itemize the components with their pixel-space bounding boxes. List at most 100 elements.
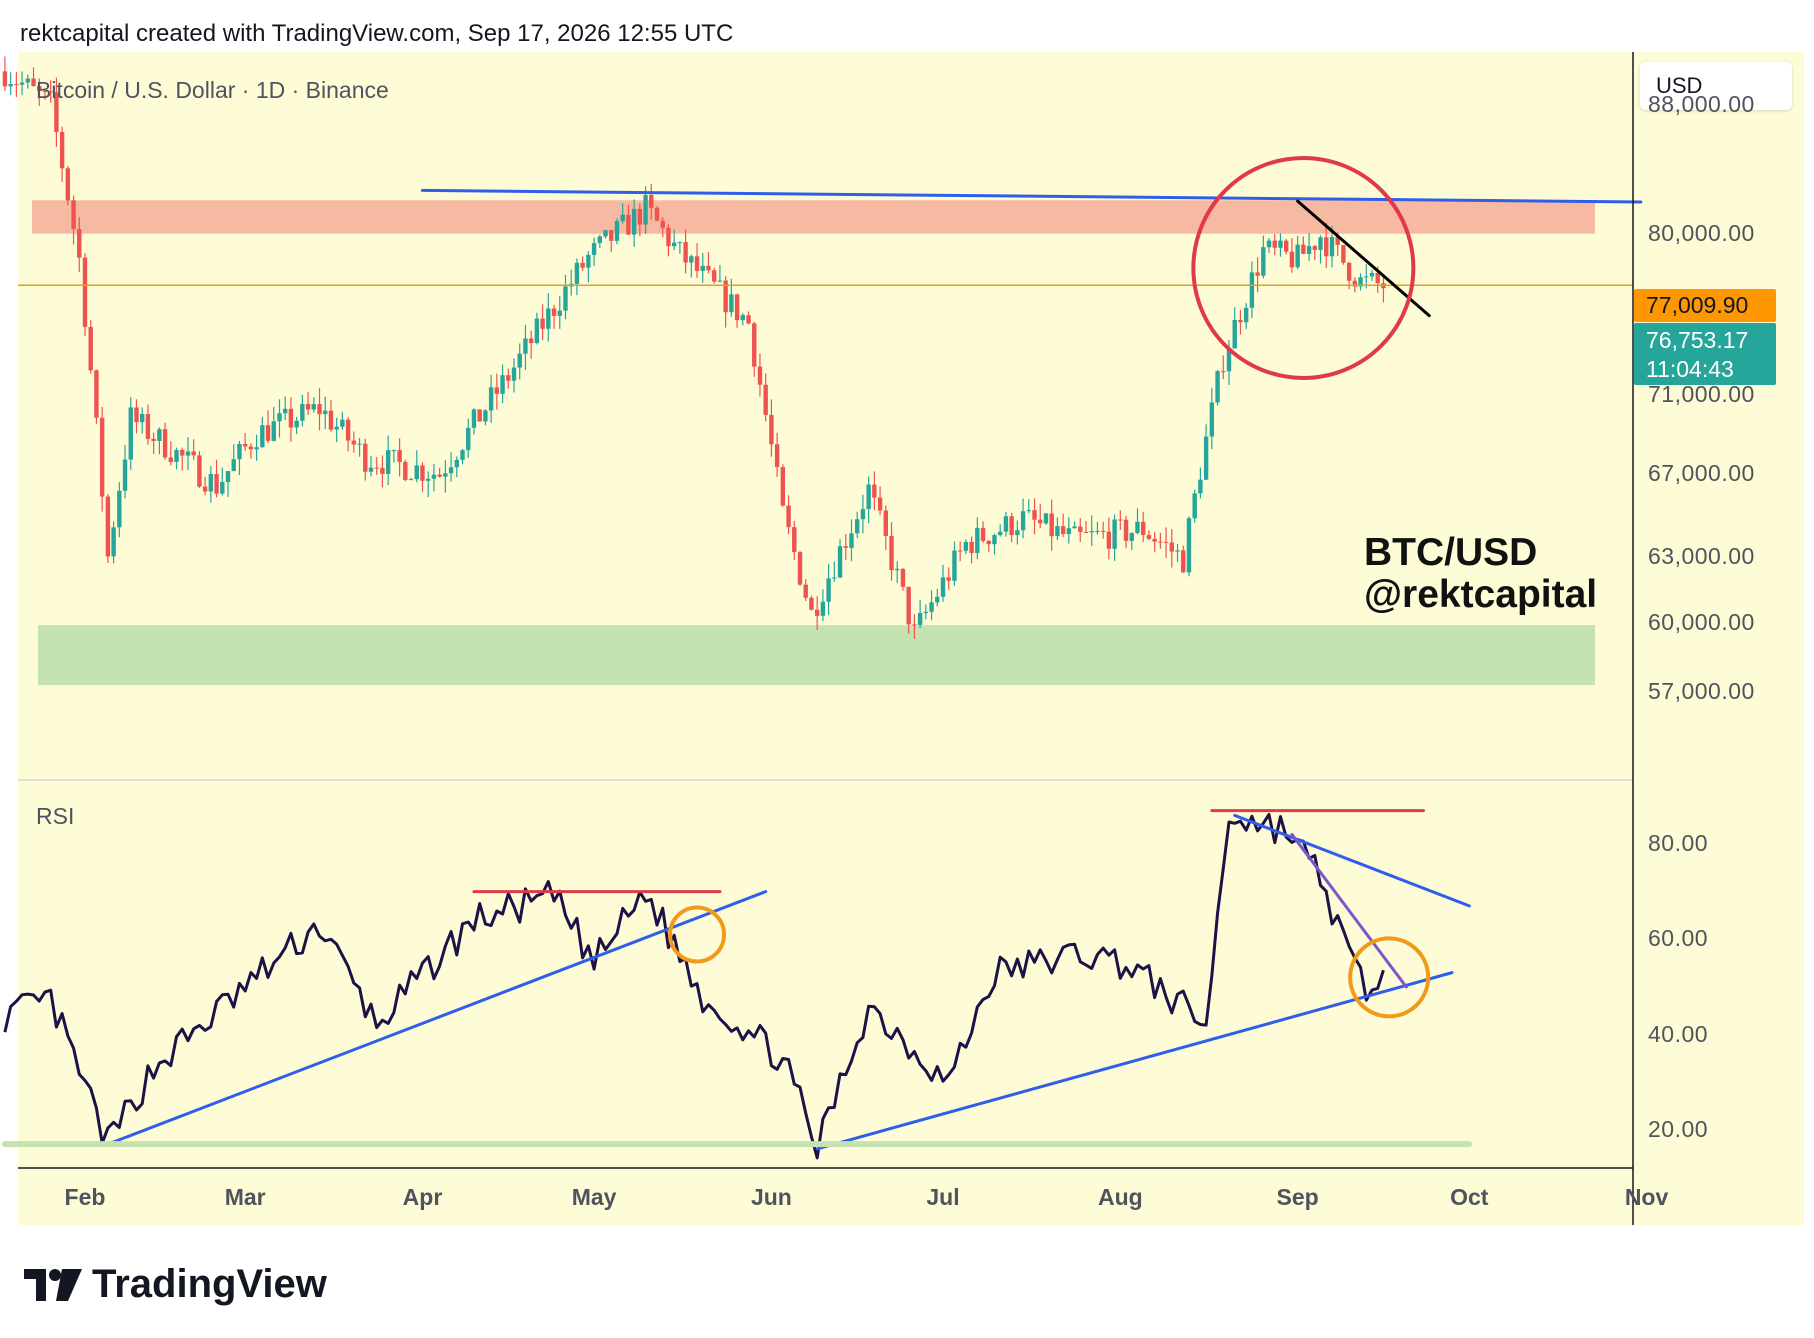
candle-body	[917, 613, 923, 625]
candle	[626, 204, 631, 235]
candle	[65, 165, 71, 206]
candle-body	[25, 78, 30, 83]
candle-body	[820, 601, 826, 616]
candle	[111, 521, 116, 564]
candle-body	[534, 318, 540, 344]
candle	[506, 368, 511, 389]
candle	[317, 388, 322, 431]
candle	[580, 256, 585, 271]
candle	[1221, 355, 1226, 380]
candle	[448, 452, 454, 482]
highlight-circle-red	[1191, 155, 1416, 380]
watermark-line1: BTC/USD	[1364, 531, 1538, 574]
candle-body	[986, 540, 991, 545]
time-tick-label: Aug	[1097, 1184, 1143, 1210]
candle	[328, 400, 334, 432]
price-tick-label: 57,000.00	[1648, 678, 1755, 705]
candle	[1364, 264, 1369, 289]
candle-body	[31, 78, 36, 86]
candle	[717, 265, 723, 283]
candle	[82, 253, 88, 337]
candle	[420, 462, 425, 492]
candle	[242, 432, 248, 451]
candle	[872, 471, 877, 510]
candle-body	[1226, 348, 1232, 372]
candle-body	[323, 410, 328, 415]
candle-body	[494, 387, 500, 394]
candle	[803, 579, 808, 602]
candle	[866, 476, 871, 524]
candle-body	[488, 387, 494, 411]
candle-body	[929, 602, 934, 612]
candle-body	[723, 280, 728, 313]
candle	[168, 441, 173, 466]
candle	[1123, 515, 1129, 549]
candle-body	[780, 467, 786, 506]
candle	[1306, 232, 1312, 262]
candle-body	[1215, 371, 1220, 403]
candle-body	[906, 586, 911, 625]
candle-body	[517, 353, 522, 368]
candle	[992, 533, 997, 555]
candle-body	[677, 242, 683, 244]
candle	[1186, 516, 1192, 577]
candle-body	[963, 541, 969, 551]
currency-selector[interactable]: USD	[1640, 62, 1792, 110]
candle	[666, 224, 671, 257]
candle	[706, 251, 711, 274]
candle-body	[866, 484, 871, 510]
candle-body	[649, 195, 654, 208]
candle	[769, 399, 774, 457]
candle-body	[1118, 519, 1123, 521]
candle	[483, 409, 488, 426]
candle	[980, 521, 986, 544]
candle-body	[260, 425, 265, 448]
candle-body	[1186, 518, 1192, 573]
candle	[466, 418, 471, 459]
candle-body	[426, 478, 431, 481]
candle-body	[1221, 371, 1226, 373]
candle-body	[1306, 246, 1312, 254]
candle-body	[471, 409, 477, 428]
price-tick-label: 67,000.00	[1648, 459, 1755, 486]
candle-body	[1289, 251, 1295, 268]
candle	[1295, 235, 1300, 270]
candle-body	[1100, 530, 1106, 532]
candle-body	[368, 467, 374, 472]
candle	[323, 396, 328, 430]
candle-body	[557, 310, 562, 316]
descending-trendline	[1296, 199, 1431, 318]
candle	[832, 561, 837, 582]
candle-body	[197, 455, 202, 487]
time-tick-label: Oct	[1450, 1184, 1489, 1210]
candle	[231, 444, 236, 472]
candle-body	[1272, 240, 1277, 248]
candle	[1341, 244, 1346, 265]
candle	[1152, 531, 1157, 552]
tradingview-logo-icon	[24, 1268, 82, 1301]
candle-body	[637, 208, 643, 225]
candle-body	[540, 318, 545, 329]
candle-body	[1020, 511, 1026, 531]
candle	[1284, 238, 1289, 255]
candle	[895, 561, 900, 584]
candle-body	[580, 262, 585, 268]
candle	[283, 396, 288, 421]
candle-body	[752, 323, 757, 367]
candle-body	[1255, 272, 1260, 276]
candle	[1181, 545, 1186, 573]
candle	[1049, 499, 1054, 551]
candle-body	[586, 254, 591, 268]
candle	[1038, 504, 1043, 529]
candle	[357, 437, 362, 457]
candle-body	[374, 467, 379, 469]
tradingview-logo[interactable]: TradingView	[24, 1262, 327, 1307]
time-tick-label: Jul	[926, 1184, 960, 1210]
candle	[540, 304, 545, 341]
candle	[797, 551, 803, 586]
candle	[906, 586, 911, 634]
candle	[42, 88, 48, 100]
candle-body	[437, 474, 442, 477]
candle	[437, 467, 442, 478]
